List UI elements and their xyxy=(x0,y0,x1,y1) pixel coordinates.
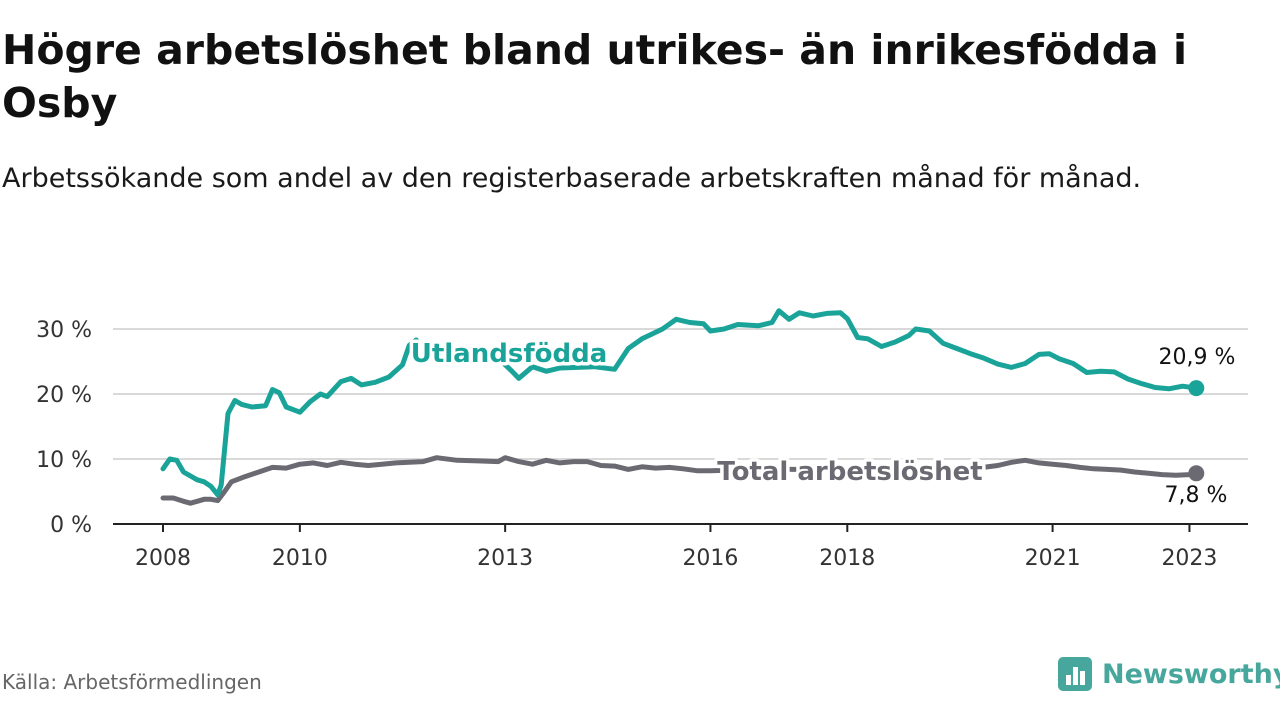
grid-lines xyxy=(113,328,1248,460)
end-value-label-utlandsfodda: 20,9 % xyxy=(1159,345,1236,370)
x-tick-label: 2021 xyxy=(1025,546,1081,571)
x-tick-label: 2010 xyxy=(272,546,328,571)
source-note: Källa: Arbetsförmedlingen xyxy=(2,670,262,694)
series-label-utlandsfodda: Utlandsfödda xyxy=(411,339,608,369)
y-tick-label: 20 % xyxy=(36,383,92,408)
series-labels: Utlandsfödda 20,9 % Total arbetslöshet 7,8 … xyxy=(407,336,1236,509)
x-tick-label: 2018 xyxy=(819,546,875,571)
series-line-total-arbetsloshet xyxy=(160,455,1199,506)
y-axis-tick-labels: 0 % 10 % 20 % 30 % xyxy=(36,318,92,538)
end-point-utlandsfodda xyxy=(1188,380,1205,397)
brand-name: Newsworthy xyxy=(1102,658,1280,690)
x-tick-label: 2008 xyxy=(135,546,191,571)
series-line-utlandsfodda xyxy=(160,308,1199,498)
y-tick-label: 0 % xyxy=(50,513,92,538)
chart-title: Högre arbetslöshet bland utrikes- än inr… xyxy=(2,26,1187,127)
y-tick-label: 30 % xyxy=(36,318,92,343)
series-label-total-arbetsloshet: Total arbetslöshet xyxy=(717,457,982,487)
x-tick-label: 2023 xyxy=(1161,546,1217,571)
y-tick-label: 10 % xyxy=(36,448,92,473)
x-axis: 2008 2010 2013 2016 2018 2021 2023 xyxy=(113,523,1248,571)
x-tick-label: 2016 xyxy=(682,546,738,571)
end-value-label-total-arbetsloshet: 7,8 % xyxy=(1165,483,1228,508)
chart-subtitle: Arbetssökande som andel av den registerb… xyxy=(2,163,1142,194)
x-tick-label: 2013 xyxy=(477,546,533,571)
newsworthy-logo-icon xyxy=(1058,657,1092,691)
end-point-total-arbetsloshet xyxy=(1188,465,1205,482)
brand-logo: Newsworthy xyxy=(1058,654,1280,694)
series-lines xyxy=(160,308,1205,506)
